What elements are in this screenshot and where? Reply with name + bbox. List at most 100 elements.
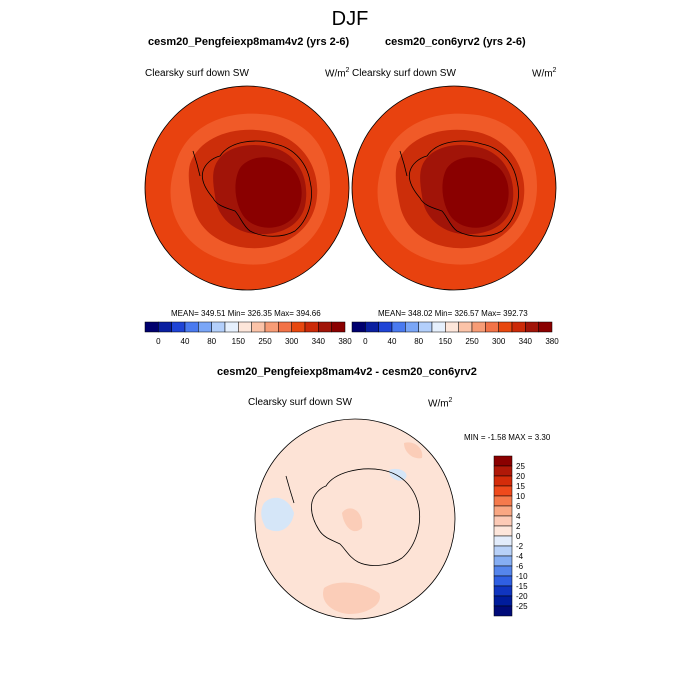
diff-positive-patch <box>342 508 363 532</box>
colorbar-box <box>224 321 239 333</box>
colorbar-box <box>238 321 252 333</box>
colorbar-tick-label: -10 <box>516 572 528 581</box>
colorbar-box <box>493 605 513 617</box>
right-panel-title: cesm20_con6yrv2 (yrs 2-6) <box>385 36 526 48</box>
left-colorbar-labels: 0 40 80 150 250 300 340 380 <box>156 337 352 346</box>
colorbar-tick-label: 80 <box>414 337 423 346</box>
colorbar-tick-label: 80 <box>207 337 216 346</box>
diff-colorbar-boxes <box>493 455 513 617</box>
diff-negative-patch <box>261 497 294 532</box>
right-colorbar-boxes <box>351 321 553 333</box>
diff-positive-patch <box>323 582 380 614</box>
colorbar-tick-label: 4 <box>516 512 521 521</box>
right-colorbar-labels: 0 40 80 150 250 300 340 380 <box>363 337 559 346</box>
colorbar-box <box>264 321 279 333</box>
colorbar-box <box>493 535 513 547</box>
colorbar-box <box>498 321 513 333</box>
right-polar-map <box>351 85 557 291</box>
colorbar-box <box>493 575 513 587</box>
colorbar-box <box>184 321 199 333</box>
colorbar-tick-label: 300 <box>285 337 299 346</box>
left-polar-map <box>144 85 350 291</box>
colorbar-box <box>458 321 473 333</box>
colorbar-tick-label: 0 <box>363 337 368 346</box>
colorbar-tick-label: 250 <box>465 337 479 346</box>
colorbar-tick-label: -2 <box>516 542 524 551</box>
diff-panel-title: cesm20_Pengfeiexp8mam4v2 - cesm20_con6yr… <box>217 366 477 378</box>
colorbar-tick-label: 150 <box>232 337 246 346</box>
colorbar-box <box>291 321 306 333</box>
colorbar-box <box>493 515 513 527</box>
colorbar-box <box>351 321 366 333</box>
colorbar-tick-label: 0 <box>516 532 521 541</box>
colorbar-tick-label: 340 <box>312 337 326 346</box>
colorbar-tick-label: 40 <box>388 337 397 346</box>
colorbar-tick-label: 15 <box>516 482 525 491</box>
colorbar-tick-label: 2 <box>516 522 521 531</box>
diff-positive-patch <box>404 442 423 459</box>
diff-stats: MIN = -1.58 MAX = 3.30 <box>464 433 551 442</box>
colorbar-box <box>485 321 499 333</box>
map-core-zone <box>235 157 302 228</box>
right-colorbar: 0 40 80 150 250 300 340 380 <box>351 321 559 346</box>
map-boundary <box>144 85 350 291</box>
left-panel-title: cesm20_Pengfeiexp8mam4v2 (yrs 2-6) <box>148 36 350 48</box>
colorbar-box <box>198 321 212 333</box>
colorbar-box <box>493 475 513 487</box>
map-boundary <box>351 85 557 291</box>
colorbar-box <box>493 555 513 567</box>
colorbar-box <box>493 585 513 597</box>
colorbar-box <box>278 321 292 333</box>
colorbar-box <box>493 545 513 557</box>
antarctica-coastline <box>285 468 421 566</box>
colorbar-tick-label: -6 <box>516 562 524 571</box>
diff-variable-label: Clearsky surf down SW <box>248 397 352 408</box>
map-boundary <box>254 418 456 620</box>
colorbar-tick-label: 10 <box>516 492 525 501</box>
colorbar-tick-label: 25 <box>516 462 525 471</box>
colorbar-box <box>493 495 513 507</box>
colorbar-tick-label: 250 <box>258 337 272 346</box>
colorbar-box <box>171 321 186 333</box>
left-variable-label: Clearsky surf down SW <box>145 68 249 79</box>
right-map-field <box>352 86 556 290</box>
colorbar-tick-label: 340 <box>519 337 533 346</box>
colorbar-box <box>158 321 172 333</box>
left-map-field <box>145 86 349 290</box>
left-colorbar: 0 40 80 150 250 300 340 380 <box>144 321 352 346</box>
colorbar-box <box>378 321 393 333</box>
colorbar-tick-label: 6 <box>516 502 521 511</box>
colorbar-box <box>493 485 513 497</box>
right-stats: MEAN= 348.02 Min= 326.57 Max= 392.73 <box>378 309 528 318</box>
map-core-zone <box>442 157 509 228</box>
colorbar-box <box>318 321 332 333</box>
diff-polar-map <box>254 418 456 620</box>
colorbar-tick-label: 150 <box>439 337 453 346</box>
colorbar-tick-label: 380 <box>338 337 352 346</box>
colorbar-tick-label: 20 <box>516 472 525 481</box>
main-title: DJF <box>331 8 369 30</box>
colorbar-box <box>365 321 379 333</box>
colorbar-tick-label: 380 <box>545 337 559 346</box>
diff-units-label: W/m2 <box>428 397 453 410</box>
colorbar-box <box>525 321 539 333</box>
colorbar-box <box>144 321 159 333</box>
right-units-label: W/m2 <box>532 67 557 80</box>
colorbar-box <box>211 321 226 333</box>
colorbar-box <box>405 321 419 333</box>
colorbar-tick-label: -20 <box>516 592 528 601</box>
right-variable-label: Clearsky surf down SW <box>352 68 456 79</box>
left-stats: MEAN= 349.51 Min= 326.35 Max= 394.66 <box>171 309 321 318</box>
colorbar-box <box>493 595 513 607</box>
colorbar-box <box>331 321 346 333</box>
left-colorbar-boxes <box>144 321 346 333</box>
antarctica-coastline <box>399 140 519 237</box>
colorbar-box <box>493 505 513 517</box>
colorbar-tick-label: -4 <box>516 552 524 561</box>
colorbar-box <box>511 321 526 333</box>
colorbar-tick-label: -15 <box>516 582 528 591</box>
diff-negative-patch <box>389 468 407 481</box>
colorbar-box <box>431 321 446 333</box>
colorbar-box <box>493 565 513 577</box>
